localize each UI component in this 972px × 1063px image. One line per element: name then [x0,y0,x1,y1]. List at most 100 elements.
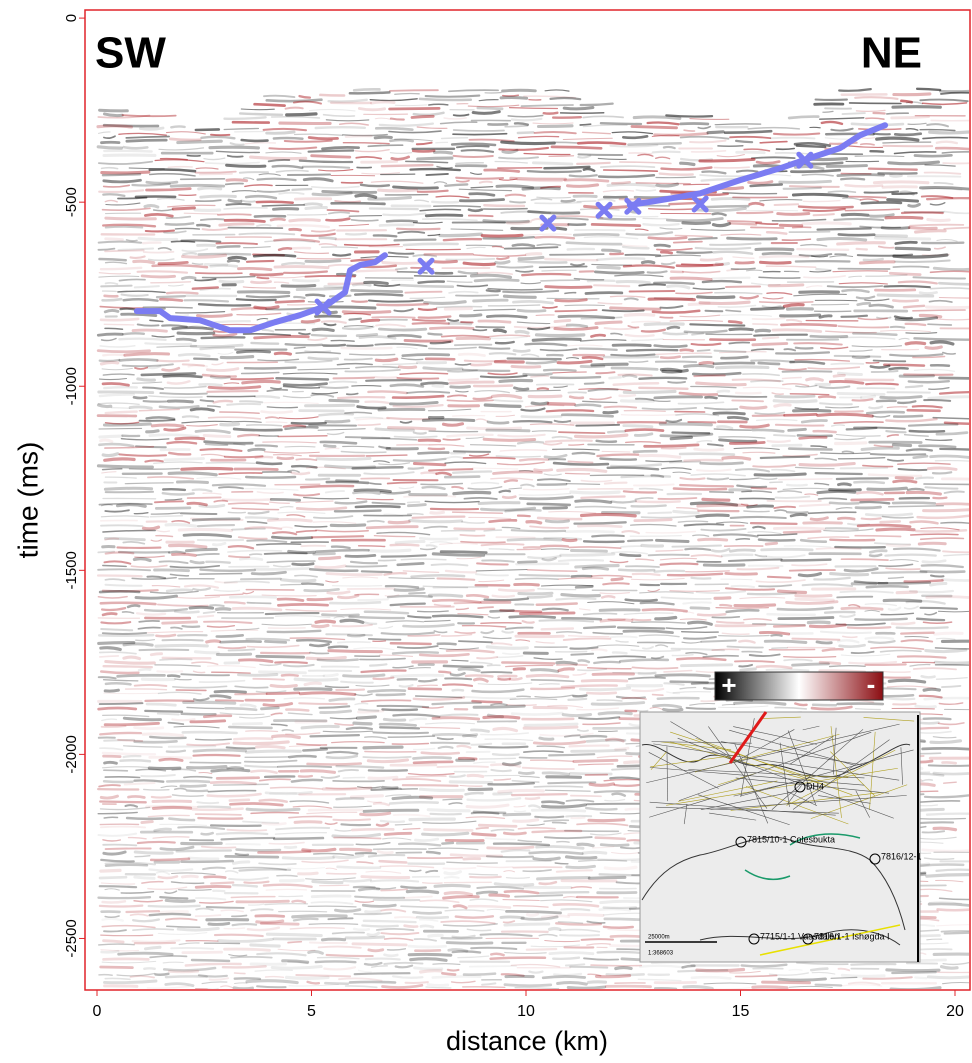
reflector [471,744,491,745]
reflector [426,96,480,97]
reflector [839,234,874,235]
reflector [657,184,677,186]
reflector [413,517,465,518]
reflector [444,239,481,240]
reflector [838,393,884,394]
reflector [247,809,299,810]
reflector [730,223,756,224]
reflector [163,489,185,490]
reflector [699,539,727,540]
reflector [494,793,511,794]
reflector [105,328,123,329]
reflector [278,599,303,601]
reflector [410,870,421,871]
reflector [182,468,232,469]
reflector [884,146,933,147]
reflector [283,858,333,859]
reflector [712,199,749,200]
reflector [539,684,559,685]
reflector [797,146,825,147]
reflector [311,997,356,998]
reflector [793,664,829,665]
reflector [99,897,151,898]
reflector [194,755,240,756]
reflector [183,732,237,733]
reflector [551,98,581,99]
reflector [208,391,258,392]
reflector [567,484,600,485]
reflector [466,793,483,794]
reflector [633,574,660,575]
reflector [606,986,650,987]
reflector [312,156,350,157]
reflector [541,280,579,281]
reflector [548,782,595,783]
reflector [105,114,123,116]
reflector [206,444,228,445]
reflector [889,680,924,682]
reflector [559,432,605,433]
reflector [347,728,372,729]
reflector [301,771,334,773]
reflector [100,703,143,704]
reflector [299,873,318,874]
reflector [753,344,787,345]
reflector [271,499,299,500]
reflector [330,382,357,383]
reflector [851,964,895,965]
reflector [909,381,949,382]
reflector [466,675,493,676]
reflector [429,104,448,105]
colorbar-label: + [721,670,736,700]
reflector [592,335,605,336]
reflector [505,924,549,925]
reflector [256,916,284,917]
reflector [344,880,371,881]
reflector [819,397,835,398]
reflector [449,323,470,324]
reflector [887,113,908,114]
reflector [124,996,170,997]
reflector [353,467,403,468]
reflector [545,167,590,168]
reflector [566,531,614,532]
reflector [276,301,304,302]
reflector [456,178,503,179]
x-tick-label: 20 [946,1003,964,1020]
reflector [484,717,519,718]
reflector [223,500,270,501]
reflector [576,405,601,406]
reflector [567,857,596,858]
reflector [265,641,285,642]
reflector [852,124,903,125]
reflector [621,546,641,547]
reflector [243,381,279,382]
reflector [321,711,351,713]
reflector [168,676,179,677]
reflector [752,308,784,309]
reflector [105,981,157,983]
reflector [519,828,556,829]
reflector [677,252,711,253]
reflector [540,738,553,739]
reflector [191,561,204,563]
reflector [414,757,451,758]
reflector [144,527,159,529]
reflector [237,901,289,902]
reflector [274,838,323,839]
reflector [442,973,455,974]
reflector [346,937,383,938]
reflector [624,426,652,427]
reflector [160,393,207,394]
reflector [438,644,456,645]
reflector [519,593,552,594]
reflector [155,501,183,502]
reflector [479,321,510,322]
reflector [412,575,465,576]
well-label: 7816/1-1 Ishøgda I [814,931,890,941]
reflector [671,278,711,280]
reflector [787,485,807,486]
reflector [177,339,195,340]
reflector [310,653,328,654]
reflector [335,511,381,512]
